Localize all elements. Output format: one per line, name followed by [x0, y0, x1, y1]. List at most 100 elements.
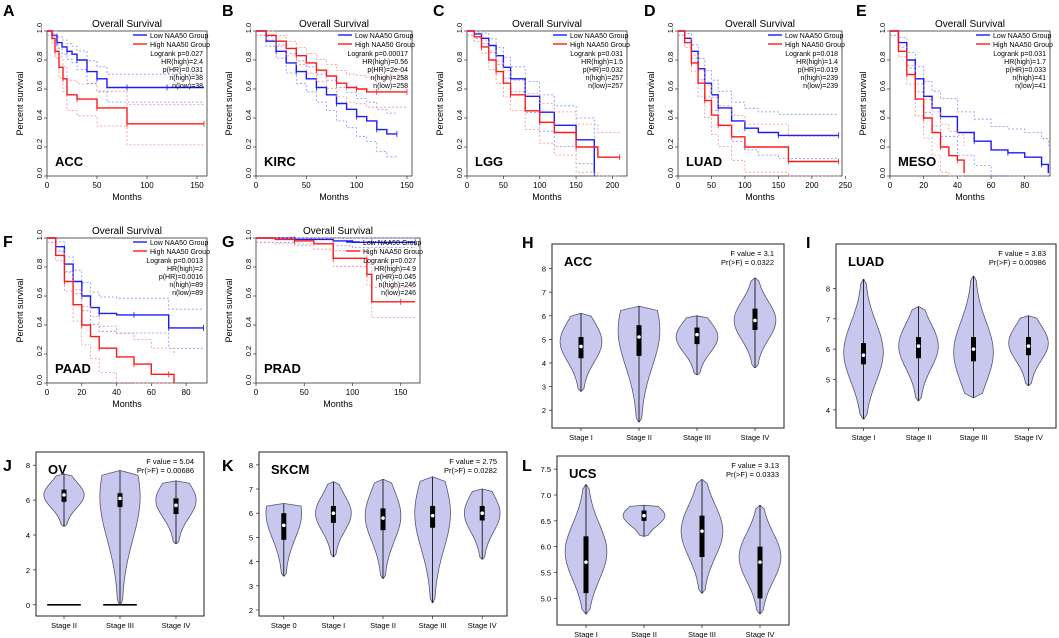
- violin-median-marker: [971, 347, 976, 351]
- violin-median-marker: [331, 511, 336, 516]
- x-tick-label: 0: [45, 388, 50, 397]
- stat-annotation: n(low)=38: [172, 83, 203, 90]
- stat-annotation: HR(high)=2: [167, 266, 203, 273]
- y-tick-label: 6.5: [541, 517, 551, 526]
- legend-entry: High NAA50 Group: [785, 42, 845, 49]
- x-tick-label: 60: [147, 388, 156, 397]
- ci-upper-high: [890, 30, 965, 146]
- y-tick-label: 1.0: [455, 23, 464, 33]
- y-tick-label: 0.6: [35, 81, 44, 91]
- ci-lower-high: [467, 34, 620, 177]
- stat-annotation: p(HR)=0.045: [376, 274, 416, 281]
- x-tick-label: 80: [182, 388, 191, 397]
- cancer-code-label: PAAD: [55, 361, 91, 376]
- y-tick-label: 4: [826, 406, 830, 415]
- violin-median-marker: [695, 332, 699, 337]
- y-axis-label: Percent survival: [224, 71, 234, 135]
- y-axis-label: Percent survival: [224, 278, 234, 342]
- stat-annotation: p(HR)=0.019: [798, 67, 838, 74]
- survival-curve-high: [890, 30, 965, 174]
- stat-annotation: n(low)=257: [588, 83, 623, 90]
- legend-entry: Low NAA50 Group: [785, 33, 843, 40]
- p-value: Pr(>F) = 0.0322: [721, 258, 774, 267]
- y-tick-label: 7.5: [541, 465, 551, 474]
- survival-curve-low: [256, 30, 397, 135]
- stat-annotation: HR(high)=1.5: [581, 59, 623, 66]
- x-tick-label: 40: [953, 181, 962, 190]
- stat-annotation: n(high)=246: [378, 282, 416, 289]
- survival-curve-high: [256, 30, 407, 93]
- ci-upper-low: [467, 30, 595, 146]
- stat-annotation: Logrank p=0.031: [993, 51, 1046, 58]
- y-tick-label: 0.2: [878, 139, 887, 149]
- violin-median-marker: [579, 344, 583, 349]
- km-panel-d: Overall Survival 0 50 100 150 200 250 0.0 0.2 0.4…: [646, 19, 853, 202]
- x-axis-label: Months: [532, 192, 562, 202]
- ci-upper-low: [678, 30, 839, 115]
- y-tick-label: 0: [26, 601, 30, 610]
- p-value: Pr(>F) = 0.0282: [444, 466, 497, 475]
- x-tick-label: Stage III: [688, 630, 716, 638]
- legend-entry: Low NAA50 Group: [150, 33, 208, 40]
- violin-iqr-box: [583, 536, 589, 594]
- y-tick-label: 0.2: [455, 139, 464, 149]
- f-statistic: F value = 3.1: [730, 249, 774, 258]
- x-tick-label: 150: [190, 181, 204, 190]
- x-tick-label: Stage IV: [162, 621, 191, 630]
- f-statistic: F value = 3.13: [731, 461, 779, 470]
- cancer-code-label: MESO: [898, 154, 936, 169]
- ci-upper-low: [47, 237, 204, 310]
- x-axis-label: Months: [955, 192, 985, 202]
- y-tick-label: 0.4: [666, 110, 675, 120]
- stat-annotation: p(HR)=0.031: [163, 67, 203, 74]
- y-tick-label: 0.6: [244, 81, 253, 91]
- panel-label-k: K: [222, 458, 234, 475]
- x-tick-label: 0: [254, 388, 259, 397]
- y-tick-label: 0.2: [35, 346, 44, 356]
- stat-annotation: p(HR)=0.033: [1006, 67, 1046, 74]
- x-tick-label: 80: [1020, 181, 1029, 190]
- panel-label-f: F: [3, 234, 13, 251]
- y-tick-label: 0.8: [455, 52, 464, 62]
- panel-label-h: H: [522, 235, 534, 252]
- y-tick-label: 0.0: [878, 168, 887, 178]
- stat-annotation: Logrank p=0.018: [785, 51, 838, 58]
- p-value: Pr(>F) = 0.0333: [726, 470, 779, 479]
- x-tick-label: Stage II: [370, 621, 396, 630]
- legend-entry: Low NAA50 Group: [150, 240, 208, 247]
- km-panel-c: Overall Survival 0 50 100 150 200 0.0 0.2 0.4 0.6…: [435, 19, 630, 202]
- ci-lower-high: [890, 34, 965, 177]
- plot-frame: [466, 30, 628, 177]
- y-tick-label: 0.2: [666, 139, 675, 149]
- cancer-code-label: SKCM: [271, 462, 309, 477]
- violin-median-marker: [118, 496, 122, 501]
- x-tick-label: 200: [805, 181, 819, 190]
- f-statistic: F value = 3.83: [998, 249, 1046, 258]
- stat-annotation: HR(high)=2.4: [161, 59, 203, 66]
- x-tick-label: 0: [888, 181, 893, 190]
- stat-annotation: n(low)=89: [172, 290, 203, 297]
- chart-title: Overall Survival: [725, 19, 795, 30]
- x-axis-label: Months: [323, 399, 353, 409]
- violin-panel-l: 5.0 5.5 6.0 6.5 7.0 7.5 UCS F value = 3.13Pr(>F…: [541, 455, 790, 638]
- y-tick-label: 4: [542, 359, 546, 368]
- survival-curve-low: [890, 30, 1049, 174]
- x-tick-label: 50: [93, 181, 102, 190]
- x-tick-label: 150: [772, 181, 786, 190]
- plot-frame: [677, 30, 843, 177]
- x-tick-label: 50: [499, 181, 508, 190]
- stat-annotation: n(high)=38: [169, 75, 203, 82]
- x-tick-label: Stage IV: [741, 433, 770, 442]
- y-tick-label: 0.2: [35, 139, 44, 149]
- violin-median-marker: [637, 335, 641, 339]
- x-tick-label: 40: [112, 388, 121, 397]
- ci-upper-low: [47, 30, 204, 75]
- violin-median-marker: [700, 529, 704, 533]
- violin-median-marker: [430, 513, 435, 518]
- x-tick-label: 20: [919, 181, 928, 190]
- stat-annotation: HR(high)=0.56: [362, 59, 408, 66]
- stat-annotation: p(HR)=0.032: [583, 67, 623, 74]
- p-value: Pr(>F) = 0.00986: [989, 258, 1046, 267]
- x-tick-label: 150: [394, 388, 408, 397]
- x-tick-label: Stage III: [419, 621, 447, 630]
